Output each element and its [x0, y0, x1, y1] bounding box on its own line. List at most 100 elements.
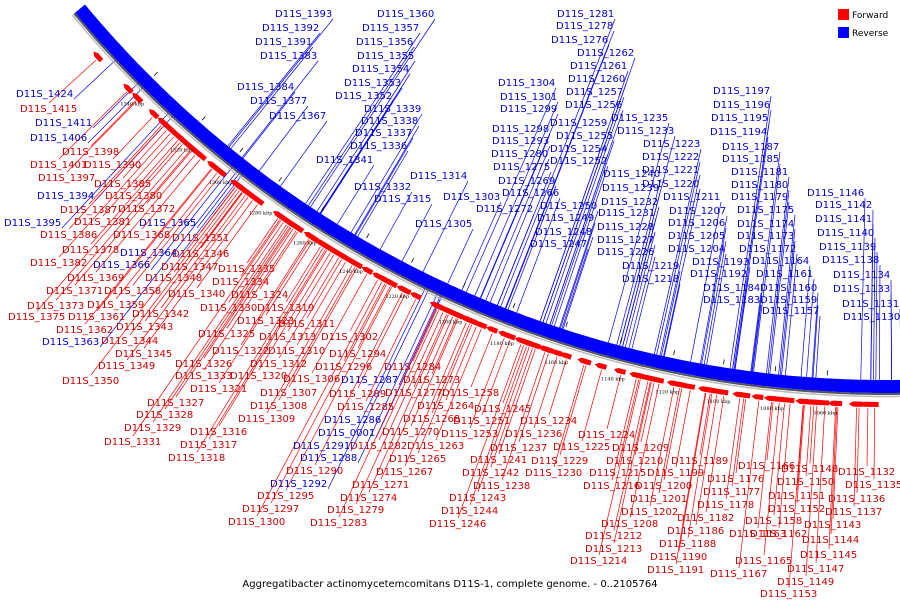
- feature-label[interactable]: D11S_1367: [269, 111, 326, 122]
- feature-label[interactable]: D11S_1339: [364, 104, 421, 115]
- feature-label[interactable]: D11S_1270: [382, 427, 439, 438]
- forward-feature-arrow[interactable]: [809, 399, 822, 406]
- feature-label[interactable]: D11S_1328: [136, 410, 193, 421]
- feature-label[interactable]: D11S_1350: [62, 376, 119, 387]
- feature-label[interactable]: D11S_1142: [815, 200, 872, 211]
- feature-label[interactable]: D11S_1406: [30, 133, 87, 144]
- feature-label[interactable]: D11S_1276: [551, 35, 608, 46]
- forward-feature-arrow[interactable]: [429, 301, 442, 310]
- forward-feature-arrow[interactable]: [333, 250, 346, 259]
- feature-label[interactable]: D11S_1247: [530, 239, 587, 250]
- feature-label[interactable]: D11S_1277: [385, 388, 442, 399]
- feature-label[interactable]: D11S_1361: [68, 312, 125, 323]
- feature-label[interactable]: D11S_1330: [200, 303, 257, 314]
- feature-label[interactable]: D11S_1162: [750, 529, 807, 540]
- feature-label[interactable]: D11S_1332: [354, 182, 411, 193]
- feature-label[interactable]: D11S_1301: [500, 92, 557, 103]
- feature-label[interactable]: D11S_1175: [737, 205, 794, 216]
- feature-label[interactable]: D11S_1355: [357, 51, 414, 62]
- feature-label[interactable]: D11S_1348: [145, 273, 202, 284]
- feature-label[interactable]: D11S_1387: [60, 205, 117, 216]
- feature-label[interactable]: D11S_1373: [27, 301, 84, 312]
- feature-label[interactable]: D11S_1263: [407, 441, 464, 452]
- feature-label[interactable]: D11S_1281: [557, 9, 614, 20]
- feature-label[interactable]: D11S_1304: [498, 78, 555, 89]
- feature-label[interactable]: D11S_1269: [498, 176, 555, 187]
- feature-label[interactable]: D11S_1237: [490, 443, 547, 454]
- feature-label[interactable]: D11S_1186: [667, 526, 724, 537]
- feature-label[interactable]: D11S_1201: [630, 494, 687, 505]
- forward-feature-arrow[interactable]: [276, 213, 288, 223]
- feature-label[interactable]: D11S_1166: [738, 461, 795, 472]
- feature-label[interactable]: D11S_1161: [756, 269, 813, 280]
- feature-label[interactable]: D11S_1415: [20, 104, 77, 115]
- feature-label[interactable]: D11S_1150: [777, 477, 834, 488]
- feature-label[interactable]: D11S_1384: [237, 82, 294, 93]
- feature-label[interactable]: D11S_1234: [520, 416, 577, 427]
- feature-label[interactable]: D11S_1359: [87, 300, 144, 311]
- feature-label[interactable]: D11S_1141: [815, 214, 872, 225]
- feature-label[interactable]: D11S_1371: [46, 286, 103, 297]
- forward-feature-arrow[interactable]: [866, 401, 879, 407]
- feature-label[interactable]: D11S_1312: [250, 359, 307, 370]
- feature-label[interactable]: D11S_1284: [384, 362, 441, 373]
- feature-label[interactable]: D11S_1324: [231, 290, 288, 301]
- forward-feature-arrow[interactable]: [795, 398, 808, 405]
- forward-feature-arrow[interactable]: [538, 345, 551, 353]
- feature-label[interactable]: D11S_1202: [621, 507, 678, 518]
- feature-label[interactable]: D11S_1197: [713, 86, 770, 97]
- feature-label[interactable]: D11S_1220: [642, 179, 699, 190]
- feature-label[interactable]: D11S_1174: [737, 219, 794, 230]
- forward-feature-arrow[interactable]: [498, 330, 511, 339]
- feature-label[interactable]: D11S_1219: [622, 261, 679, 272]
- feature-label[interactable]: D11S_1308: [250, 401, 307, 412]
- feature-label[interactable]: D11S_1215: [589, 468, 646, 479]
- forward-feature-arrow[interactable]: [149, 109, 160, 120]
- forward-feature-arrow[interactable]: [697, 386, 711, 393]
- forward-feature-arrow[interactable]: [577, 357, 590, 365]
- feature-label[interactable]: D11S_1163: [729, 529, 786, 540]
- feature-label[interactable]: D11S_1393: [275, 9, 332, 20]
- forward-feature-arrow[interactable]: [230, 179, 242, 189]
- feature-label[interactable]: D11S_1216: [583, 481, 640, 492]
- feature-label[interactable]: D11S_1364: [120, 248, 177, 259]
- feature-label[interactable]: D11S_1279: [327, 505, 384, 516]
- feature-label[interactable]: D11S_1137: [825, 507, 882, 518]
- feature-label[interactable]: D11S_1267: [376, 467, 433, 478]
- feature-label[interactable]: D11S_1380: [105, 191, 162, 202]
- feature-label[interactable]: D11S_1318: [168, 453, 225, 464]
- forward-feature-arrow[interactable]: [763, 395, 777, 402]
- feature-label[interactable]: D11S_1337: [355, 128, 412, 139]
- feature-label[interactable]: D11S_1391: [255, 37, 312, 48]
- feature-label[interactable]: D11S_1173: [737, 231, 794, 242]
- feature-label[interactable]: D11S_1383: [260, 51, 317, 62]
- feature-label[interactable]: D11S_1252: [550, 156, 607, 167]
- forward-feature-arrow[interactable]: [771, 396, 784, 403]
- feature-label[interactable]: D11S_1212: [585, 531, 642, 542]
- forward-feature-arrow[interactable]: [346, 258, 359, 267]
- feature-label[interactable]: D11S_1211: [663, 192, 720, 203]
- feature-label[interactable]: D11S_1345: [115, 349, 172, 360]
- feature-label[interactable]: D11S_1283: [310, 518, 367, 529]
- feature-label[interactable]: D11S_1287: [341, 375, 398, 386]
- feature-label[interactable]: D11S_1245: [474, 404, 531, 415]
- feature-label[interactable]: D11S_1152: [768, 504, 825, 515]
- forward-feature-arrow[interactable]: [594, 362, 608, 370]
- feature-label[interactable]: D11S_1303: [443, 192, 500, 203]
- feature-label[interactable]: D11S_1259: [550, 118, 607, 129]
- forward-feature-arrow[interactable]: [305, 232, 317, 242]
- feature-label[interactable]: D11S_1297: [242, 504, 299, 515]
- forward-feature-arrow[interactable]: [93, 51, 104, 63]
- feature-label[interactable]: D11S_1401: [30, 160, 87, 171]
- feature-label[interactable]: D11S_1136: [828, 494, 885, 505]
- feature-label[interactable]: D11S_1298: [492, 124, 549, 135]
- feature-label[interactable]: D11S_1282: [350, 441, 407, 452]
- feature-label[interactable]: D11S_1192: [690, 269, 747, 280]
- forward-feature-arrow[interactable]: [732, 391, 745, 398]
- feature-label[interactable]: D11S_1351: [172, 233, 229, 244]
- feature-label[interactable]: D11S_1372: [118, 204, 175, 215]
- forward-feature-arrow[interactable]: [133, 93, 144, 104]
- forward-feature-arrow[interactable]: [782, 397, 795, 404]
- feature-label[interactable]: D11S_1179: [731, 192, 788, 203]
- feature-label[interactable]: D11S_1273: [403, 375, 460, 386]
